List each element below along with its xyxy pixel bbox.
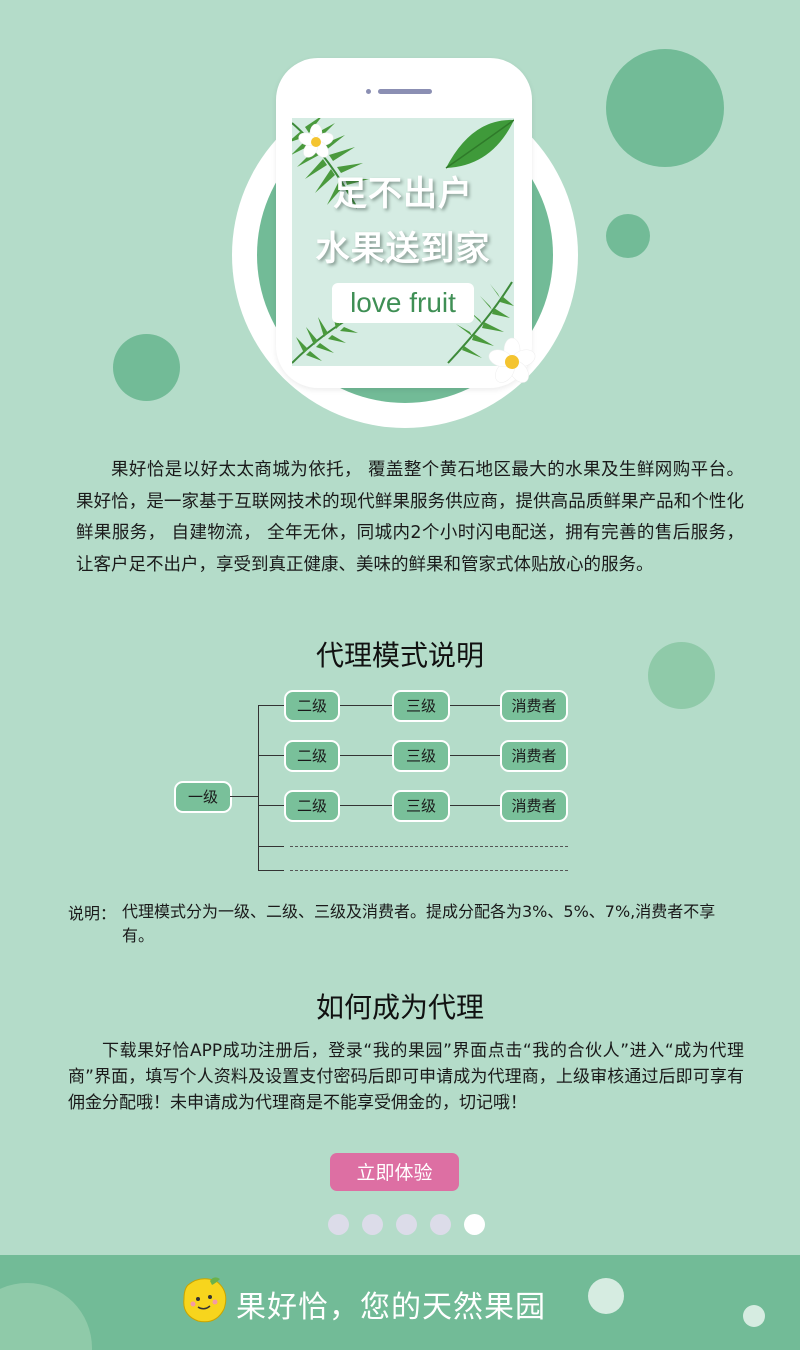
footer-decorative-circle	[743, 1305, 765, 1327]
palm-leaf-bottom-right	[447, 281, 514, 364]
tree-connector	[340, 705, 392, 706]
tree-node-level3: 三级	[392, 690, 450, 722]
phone-camera	[366, 89, 371, 94]
tree-node-level2: 二级	[284, 690, 340, 722]
footer: 果好恰，您的天然果园	[0, 1255, 800, 1350]
tree-connector	[340, 805, 392, 806]
decorative-circle-mid-right	[648, 642, 715, 709]
how-to-become-agent-paragraph: 下载果好恰APP成功注册后，登录“我的果园”界面点击“我的合伙人”进入“成为代理…	[68, 1041, 744, 1113]
decorative-circle-left	[113, 334, 180, 401]
note-label: 说明：	[68, 904, 117, 923]
pagination-dot[interactable]	[362, 1214, 383, 1235]
tree-connector	[258, 846, 284, 847]
tree-connector	[230, 796, 258, 797]
tree-connector	[450, 755, 500, 756]
love-fruit-badge: love fruit	[332, 283, 474, 323]
footer-slogan: 果好恰，您的天然果园	[236, 1290, 546, 1325]
note-text: 代理模式分为一级、二级、三级及消费者。提成分配各为3%、5%、7%,消费者不享有…	[122, 902, 716, 945]
phone-speaker	[378, 89, 432, 94]
tree-node-level1: 一级	[174, 781, 232, 813]
tree-node-consumer: 消费者	[500, 740, 568, 772]
intro-paragraph: 果好恰是以好太太商城为依托， 覆盖整个黄石地区最大的水果及生鲜网购平台。果好恰，…	[76, 460, 744, 575]
tree-node-consumer: 消费者	[500, 690, 568, 722]
tree-node-level3: 三级	[392, 740, 450, 772]
footer-decorative-circle	[588, 1278, 624, 1314]
decorative-circle-top-right	[606, 49, 724, 167]
try-now-button[interactable]: 立即体验	[330, 1153, 459, 1191]
leaf-top-right	[445, 119, 514, 169]
tree-connector	[340, 755, 392, 756]
tree-connector-vertical	[258, 705, 259, 871]
hero-headline-2: 水果送到家	[315, 229, 491, 269]
tree-connector	[450, 805, 500, 806]
tree-node-level2: 二级	[284, 740, 340, 772]
tree-connector	[258, 755, 284, 756]
footer-decorative-circle	[0, 1283, 92, 1350]
tree-node-level2: 二级	[284, 790, 340, 822]
decorative-circle-small-right	[606, 214, 650, 258]
tree-dashed-line	[290, 846, 568, 847]
tree-connector	[258, 705, 284, 706]
hero-banner: 足不出户 水果送到家 love fruit	[292, 118, 514, 366]
hero-headline-1: 足不出户	[333, 174, 473, 214]
flower-top-left-icon	[298, 123, 334, 158]
tree-connector	[258, 805, 284, 806]
tree-connector	[450, 705, 500, 706]
flower-bottom-right-icon	[488, 337, 536, 383]
tree-node-consumer: 消费者	[500, 790, 568, 822]
tree-connector	[258, 870, 284, 871]
lemon-mascot-icon	[183, 1277, 227, 1323]
pagination-dot[interactable]	[396, 1214, 417, 1235]
pagination-dot[interactable]	[328, 1214, 349, 1235]
how-to-become-agent-title: 如何成为代理	[315, 991, 484, 1024]
pagination-dot-active[interactable]	[464, 1214, 485, 1235]
agent-mode-title: 代理模式说明	[315, 639, 484, 672]
tree-node-level3: 三级	[392, 790, 450, 822]
tree-dashed-line	[290, 870, 568, 871]
pagination-dot[interactable]	[430, 1214, 451, 1235]
